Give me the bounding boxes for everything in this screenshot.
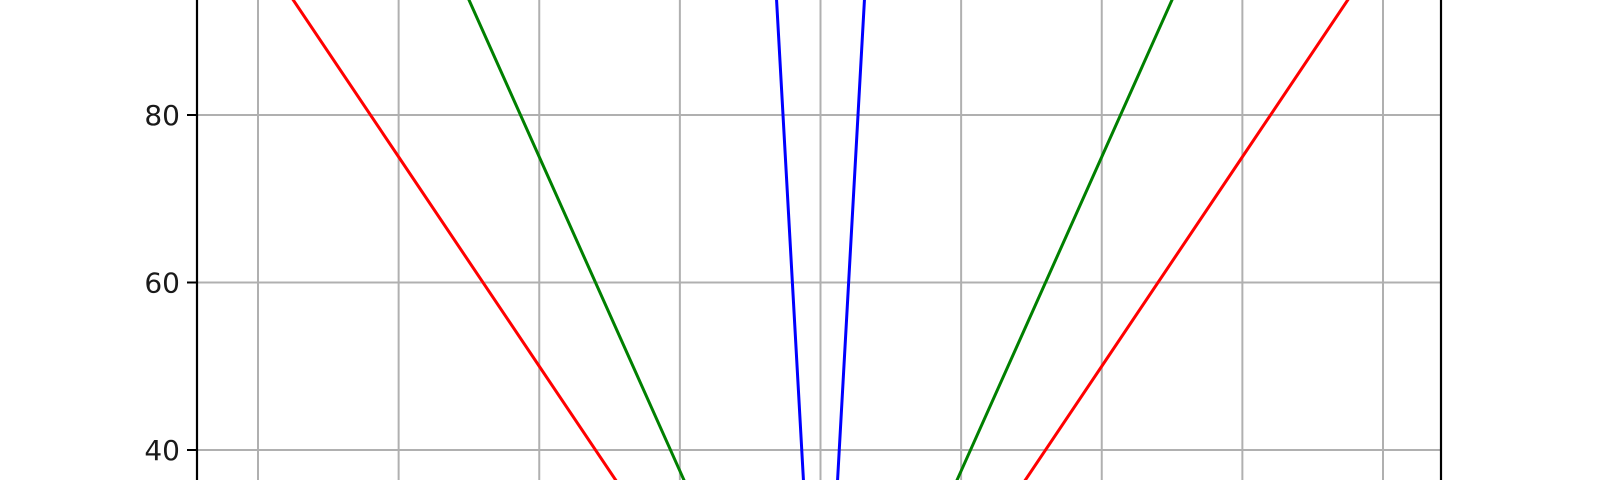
y-tick-label: 40	[144, 434, 180, 467]
grid	[197, 0, 1441, 480]
axes	[187, 0, 1443, 480]
series-line-blue	[775, 0, 866, 480]
y-tick-label: 60	[144, 267, 180, 300]
series-line-red	[291, 0, 1350, 480]
series-line-green	[467, 0, 1174, 480]
tick-labels: 40 60 80	[144, 99, 180, 467]
y-tick-label: 80	[144, 99, 180, 132]
series-lines	[291, 0, 1350, 480]
